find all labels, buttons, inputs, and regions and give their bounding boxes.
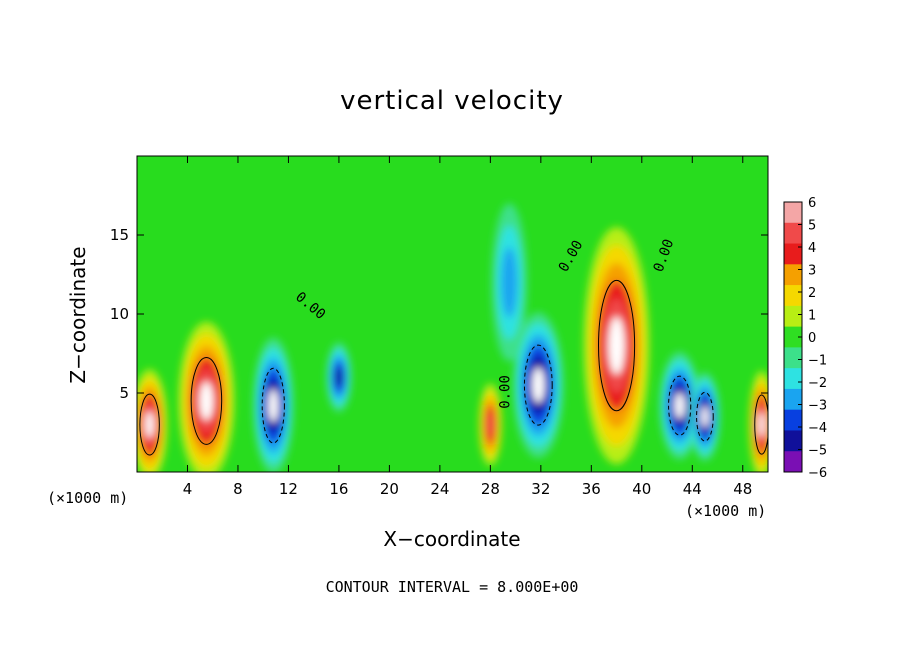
velocity-cell-downdraft [674,392,685,419]
x-tick-label: 40 [632,480,651,498]
colorbar-label: 2 [808,286,816,301]
x-tick-label: 44 [683,480,702,498]
colorbar-segment [784,285,802,307]
x-axis-label: X−coordinate [383,527,521,551]
contour-line [696,391,714,442]
x-tick-label: 48 [733,480,752,498]
x-tick-label: 12 [279,480,298,498]
contour-line [261,367,285,444]
colorbar-label: −2 [808,376,827,391]
colorbar-label: 6 [808,196,816,211]
velocity-cell-updraft [758,411,765,438]
colorbar-label: −5 [808,444,827,459]
x-tick-label: 8 [233,480,243,498]
colorbar-segment [784,243,802,265]
colorbar-label: −6 [808,466,827,481]
velocity-cell-downdraft [501,247,518,318]
velocity-cell-updraft [199,381,214,421]
velocity-cell-updraft [487,412,494,437]
colorbar-segment [784,368,802,390]
x-tick-label: 24 [430,480,449,498]
x-tick-label: 36 [582,480,601,498]
y-tick-label: 15 [110,226,129,244]
contour-line [754,394,768,455]
y-tick-label: 10 [110,305,129,323]
velocity-cell-downdraft [335,367,343,388]
contour-label: 0.00 [497,375,513,409]
contour-interval-note: CONTOUR INTERVAL = 8.000E+00 [325,578,579,596]
colorbar-segment [784,430,802,452]
colorbar-segment [784,388,802,411]
colorbar-label: 5 [808,219,816,234]
chart-title: vertical velocity [340,86,564,116]
velocity-cell-downdraft [268,389,279,423]
velocity-cell-downdraft [532,367,545,403]
velocity-cell-updraft [145,411,154,439]
heatmap-field [137,156,768,472]
x-unit-label-right: (×1000 m) [685,502,767,520]
contour-line [139,393,160,456]
colorbar-label: −3 [808,399,827,414]
y-tick-label: 5 [119,384,129,402]
colorbar-segment [784,202,802,224]
x-tick-label: 20 [380,480,399,498]
x-unit-label-left: (×1000 m) [47,489,129,507]
x-tick-label: 28 [481,480,500,498]
y-axis-label: Z−coordinate [66,246,90,384]
colorbar-label: −4 [808,421,827,436]
velocity-cell-updraft [608,316,625,375]
contour-line [668,375,692,436]
colorbar-segment [784,347,802,369]
colorbar-label: 0 [808,331,816,346]
x-tick-label: 32 [531,480,550,498]
colorbar-segment [784,409,802,431]
colorbar-label: 3 [808,264,816,279]
colorbar-segment [784,305,802,328]
colorbar-segment [784,451,802,473]
x-tick-label: 16 [329,480,348,498]
velocity-cell-downdraft [701,405,709,428]
contour-line [598,279,636,412]
colorbar-segment [784,326,802,348]
contour-line [523,344,553,426]
colorbar-label: −1 [808,354,827,369]
colorbar-label: 4 [808,241,816,256]
colorbar-label: 1 [808,309,816,324]
colorbar-segment [784,264,802,286]
contour-line [190,356,223,445]
colorbar-segment [784,222,802,245]
x-tick-label: 4 [183,480,193,498]
